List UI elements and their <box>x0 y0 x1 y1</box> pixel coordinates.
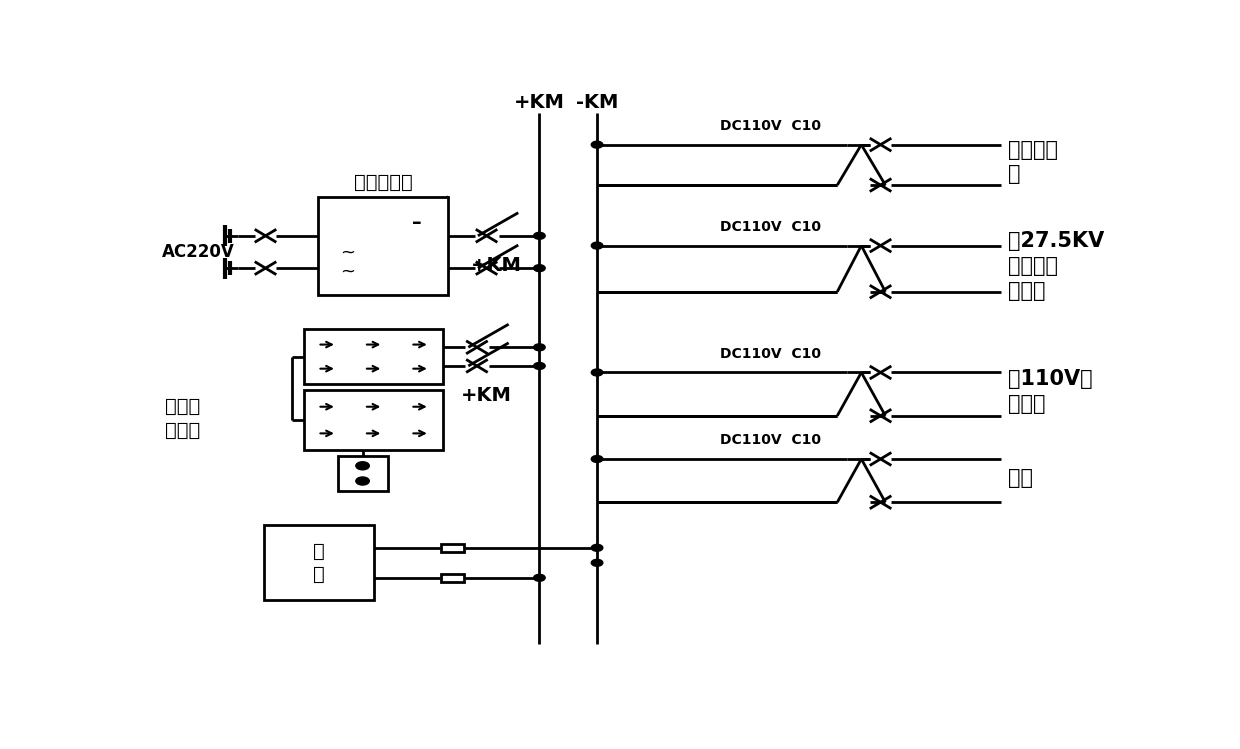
Text: AC220V: AC220V <box>161 243 234 261</box>
Circle shape <box>533 574 546 581</box>
Circle shape <box>356 461 370 470</box>
Text: 预留: 预留 <box>1008 467 1033 488</box>
Text: 监
控: 监 控 <box>312 542 325 584</box>
Circle shape <box>591 369 603 376</box>
Text: DC110V  C10: DC110V C10 <box>719 220 821 234</box>
Circle shape <box>533 344 546 351</box>
Text: -KM: -KM <box>575 93 619 112</box>
Text: 至保护装
置: 至保护装 置 <box>1008 139 1059 184</box>
Text: 临时蓄
电池组: 临时蓄 电池组 <box>165 398 200 440</box>
Text: ~: ~ <box>340 243 355 261</box>
Bar <box>304 389 444 450</box>
Text: +KM: +KM <box>471 256 522 276</box>
Circle shape <box>533 264 546 272</box>
Text: DC110V  C10: DC110V C10 <box>719 434 821 447</box>
Circle shape <box>591 560 603 566</box>
Text: –: – <box>412 213 422 231</box>
Circle shape <box>533 363 546 369</box>
Text: 硅整流设备: 硅整流设备 <box>353 173 413 192</box>
Text: 至27.5KV
机构箱合
闸电源: 至27.5KV 机构箱合 闸电源 <box>1008 231 1105 300</box>
Text: +KM: +KM <box>461 386 512 405</box>
Bar <box>264 525 374 600</box>
Text: DC110V  C10: DC110V C10 <box>719 347 821 361</box>
Bar <box>441 574 465 581</box>
Circle shape <box>591 545 603 551</box>
Bar <box>304 330 444 384</box>
Bar <box>337 456 388 491</box>
Circle shape <box>533 232 546 239</box>
Bar <box>319 196 448 294</box>
Text: +KM: +KM <box>513 93 565 112</box>
Text: 至110V合
闸电源: 至110V合 闸电源 <box>1008 369 1092 413</box>
Text: DC110V  C10: DC110V C10 <box>719 119 821 133</box>
Bar <box>441 544 465 551</box>
Circle shape <box>591 455 603 462</box>
Text: ~: ~ <box>340 262 355 280</box>
Circle shape <box>591 242 603 249</box>
Circle shape <box>356 477 370 485</box>
Circle shape <box>591 142 603 148</box>
